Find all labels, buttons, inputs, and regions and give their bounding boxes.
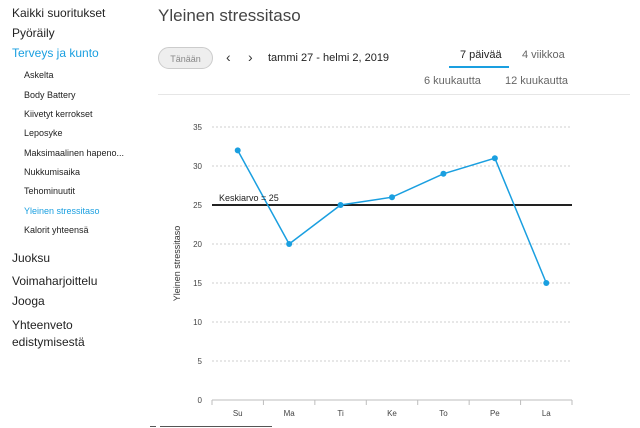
data-point[interactable]: [440, 170, 447, 177]
chevron-left-icon[interactable]: ‹: [226, 49, 231, 65]
y-tick-label: 5: [198, 357, 203, 366]
x-tick-label: Ma: [284, 409, 296, 418]
y-tick-label: 0: [198, 396, 203, 405]
sidebar-subitem-askelta[interactable]: Askelta: [24, 70, 54, 80]
sidebar-item-juoksu[interactable]: Juoksu: [12, 251, 51, 265]
label-layer: 0 5 10 15 20 25 30 35 Su Ma Ti Ke To Pe La Yleinen stre…: [172, 123, 551, 418]
y-tick-label: 25: [193, 201, 202, 210]
sidebar-subitem-nukkumisaika[interactable]: Nukkumisaika: [24, 167, 81, 177]
x-tick-label: Pe: [490, 409, 500, 418]
sidebar-item-jooga[interactable]: Jooga: [12, 294, 45, 308]
series-layer: [234, 147, 550, 286]
y-axis-label: Yleinen stressitaso: [172, 226, 182, 302]
y-tick-label: 20: [193, 240, 202, 249]
sidebar-subitem-yleinen-stressitaso[interactable]: Yleinen stressitaso: [24, 206, 100, 216]
y-tick-label: 10: [193, 318, 202, 327]
sidebar-item-kaikki-suoritukset[interactable]: Kaikki suoritukset: [12, 6, 106, 20]
sidebar-subitem-kalorit-yhteensa[interactable]: Kalorit yhteensä: [24, 225, 89, 235]
data-point[interactable]: [286, 241, 293, 247]
sidebar-subitem-tehominuutit[interactable]: Tehominuutit: [24, 186, 76, 196]
today-button[interactable]: Tänään: [158, 47, 213, 69]
data-point[interactable]: [389, 194, 395, 201]
x-tick-label: La: [542, 409, 551, 418]
x-tick-label: Ti: [337, 409, 344, 418]
chart-grid: [211, 126, 573, 405]
bottom-edge-line: [150, 426, 156, 427]
page-title: Yleinen stressitaso: [158, 6, 301, 25]
sidebar-subitem-leposyke[interactable]: Leposyke: [24, 128, 63, 138]
x-tick-label: Su: [233, 409, 243, 418]
series-line: [237, 150, 547, 284]
y-tick-label: 15: [193, 279, 202, 288]
y-tick-label: 35: [193, 123, 202, 132]
sidebar-subitem-body-battery[interactable]: Body Battery: [24, 90, 76, 100]
tab-4-viikkoa[interactable]: 4 viikkoa: [522, 49, 565, 61]
stress-line-chart: 0 5 10 15 20 25 30 35 Su Ma Ti Ke To Pe La Yleinen stre…: [172, 123, 573, 418]
tab-7-paivaa[interactable]: 7 päivää: [460, 49, 502, 61]
bottom-edge-line: [160, 426, 272, 427]
sidebar: Kaikki suoritukset Pyöräily Terveys ja k…: [0, 0, 150, 428]
sidebar-subitem-maksimaalinen-hapenotto[interactable]: Maksimaalinen hapeno...: [24, 148, 125, 158]
header-divider: [158, 94, 630, 95]
sidebar-item-pyoraily[interactable]: Pyöräily: [12, 26, 55, 40]
y-tick-label: 30: [193, 162, 202, 171]
chevron-right-icon[interactable]: ›: [248, 49, 253, 65]
x-tick-label: Ke: [387, 409, 397, 418]
data-point[interactable]: [491, 155, 498, 162]
sidebar-subitem-kiivetyt-kerrokset[interactable]: Kiivetyt kerrokset: [24, 109, 93, 119]
sidebar-item-terveys-ja-kunto[interactable]: Terveys ja kunto: [12, 46, 99, 60]
data-point[interactable]: [234, 147, 241, 154]
x-tick-label: To: [439, 409, 448, 418]
sidebar-item-voimaharjoittelu[interactable]: Voimaharjoittelu: [12, 274, 98, 288]
tab-12-kuukautta[interactable]: 12 kuukautta: [505, 75, 568, 87]
tab-6-kuukautta[interactable]: 6 kuukautta: [424, 75, 481, 87]
average-label: Keskiarvo = 25: [219, 193, 279, 203]
active-tab-indicator: [449, 66, 509, 68]
date-range: tammi 27 - helmi 2, 2019: [268, 52, 390, 64]
sidebar-item-yhteenveto-edistymisesta[interactable]: Yhteenveto edistymisestä: [12, 318, 85, 349]
data-point[interactable]: [337, 202, 344, 208]
data-point[interactable]: [543, 280, 550, 286]
